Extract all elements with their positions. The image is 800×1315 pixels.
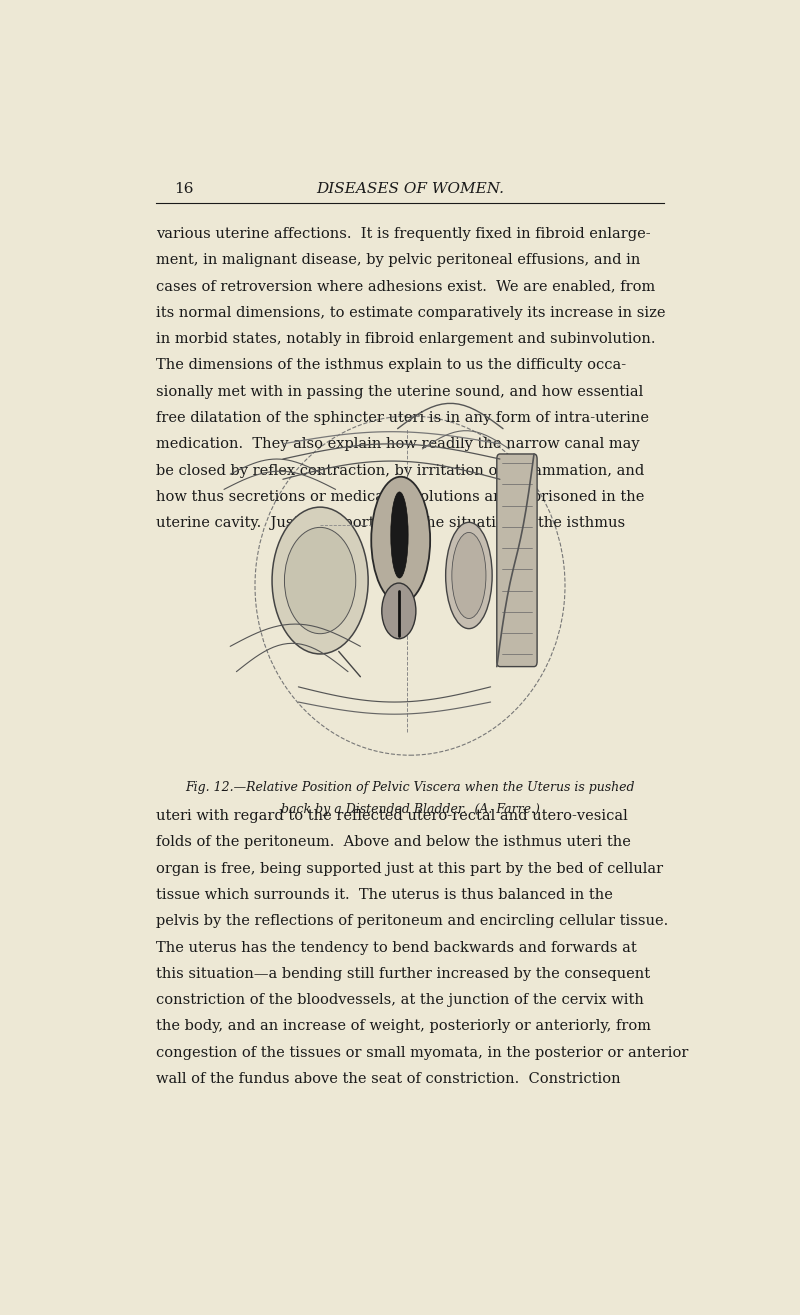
Text: The dimensions of the isthmus explain to us the difficulty occa-: The dimensions of the isthmus explain to… xyxy=(156,358,626,372)
Text: 16: 16 xyxy=(174,183,194,196)
Text: congestion of the tissues or small myomata, in the posterior or anterior: congestion of the tissues or small myoma… xyxy=(156,1045,688,1060)
Text: uterine cavity.  Just as important is the situation of the isthmus: uterine cavity. Just as important is the… xyxy=(156,517,625,530)
Text: this situation—a bending still further increased by the consequent: this situation—a bending still further i… xyxy=(156,967,650,981)
Text: be closed by reflex contraction, by irritation or inflammation, and: be closed by reflex contraction, by irri… xyxy=(156,464,644,477)
Text: medication.  They also explain how readily the narrow canal may: medication. They also explain how readil… xyxy=(156,438,639,451)
Ellipse shape xyxy=(382,583,416,639)
Text: sionally met with in passing the uterine sound, and how essential: sionally met with in passing the uterine… xyxy=(156,384,643,398)
Text: ment, in malignant disease, by pelvic peritoneal effusions, and in: ment, in malignant disease, by pelvic pe… xyxy=(156,252,640,267)
Text: Fig. 12.—Relative Position of Pelvic Viscera when the Uterus is pushed: Fig. 12.—Relative Position of Pelvic Vis… xyxy=(186,781,634,793)
FancyBboxPatch shape xyxy=(497,454,537,667)
Ellipse shape xyxy=(452,533,486,618)
Ellipse shape xyxy=(255,416,565,755)
Text: how thus secretions or medicated solutions are imprisoned in the: how thus secretions or medicated solutio… xyxy=(156,490,644,504)
Ellipse shape xyxy=(285,527,356,634)
Text: organ is free, being supported just at this part by the bed of cellular: organ is free, being supported just at t… xyxy=(156,861,663,876)
Text: cases of retroversion where adhesions exist.  We are enabled, from: cases of retroversion where adhesions ex… xyxy=(156,279,655,293)
Text: various uterine affections.  It is frequently fixed in fibroid enlarge-: various uterine affections. It is freque… xyxy=(156,226,650,241)
Text: tissue which surrounds it.  The uterus is thus balanced in the: tissue which surrounds it. The uterus is… xyxy=(156,888,613,902)
Text: back by a Distended Bladder.  (A. Farre.): back by a Distended Bladder. (A. Farre.) xyxy=(281,802,539,815)
Text: its normal dimensions, to estimate comparatively its increase in size: its normal dimensions, to estimate compa… xyxy=(156,305,666,320)
Ellipse shape xyxy=(272,508,368,654)
Ellipse shape xyxy=(371,477,430,604)
Text: folds of the peritoneum.  Above and below the isthmus uteri the: folds of the peritoneum. Above and below… xyxy=(156,835,630,849)
Text: The uterus has the tendency to bend backwards and forwards at: The uterus has the tendency to bend back… xyxy=(156,940,637,955)
Text: free dilatation of the sphincter uteri is in any form of intra-uterine: free dilatation of the sphincter uteri i… xyxy=(156,412,649,425)
Text: in morbid states, notably in fibroid enlargement and subinvolution.: in morbid states, notably in fibroid enl… xyxy=(156,331,655,346)
Ellipse shape xyxy=(446,522,492,629)
Text: pelvis by the reflections of peritoneum and encircling cellular tissue.: pelvis by the reflections of peritoneum … xyxy=(156,914,668,928)
Text: uteri with regard to the reflected utero-rectal and utero-vesical: uteri with regard to the reflected utero… xyxy=(156,809,627,823)
Ellipse shape xyxy=(390,492,408,579)
Text: the body, and an increase of weight, posteriorly or anteriorly, from: the body, and an increase of weight, pos… xyxy=(156,1019,651,1034)
Text: constriction of the bloodvessels, at the junction of the cervix with: constriction of the bloodvessels, at the… xyxy=(156,993,644,1007)
Text: DISEASES OF WOMEN.: DISEASES OF WOMEN. xyxy=(316,183,504,196)
Text: wall of the fundus above the seat of constriction.  Constriction: wall of the fundus above the seat of con… xyxy=(156,1072,621,1086)
